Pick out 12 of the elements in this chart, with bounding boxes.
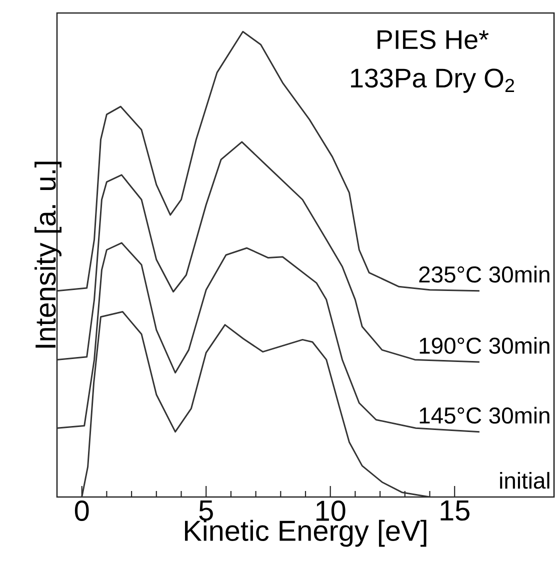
x-tick-label: 0 <box>74 500 89 521</box>
x-tick-label: 15 <box>440 500 470 521</box>
series-label: 235°C 30min <box>419 266 550 283</box>
series-label: 190°C 30min <box>420 337 550 354</box>
x-tick-label: 5 <box>199 500 213 521</box>
series-label: 145°C 30min <box>420 406 550 424</box>
y-axis-title: Intensity [a. u.] <box>34 162 62 348</box>
legend-label: initial <box>500 472 550 489</box>
chart-title: PIES He* <box>378 30 489 50</box>
text: 133Pa Dry O$_{2}$ <box>351 68 514 93</box>
x-axis-title: Kinetic Energy [eV] <box>185 520 426 547</box>
x-tick-label: 10 <box>316 500 346 521</box>
